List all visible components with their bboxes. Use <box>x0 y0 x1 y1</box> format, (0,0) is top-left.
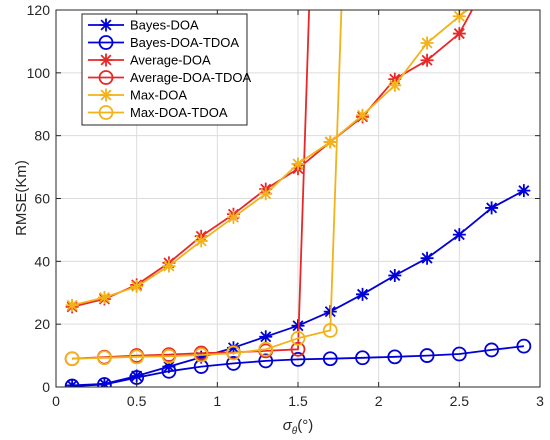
data-point <box>517 184 531 198</box>
y-tick-label: 20 <box>34 316 50 332</box>
data-point <box>161 363 177 379</box>
data-point <box>356 287 370 301</box>
data-point <box>226 356 241 371</box>
legend-label: Average-DOA <box>130 53 211 68</box>
data-point <box>194 234 208 248</box>
data-point <box>322 323 338 338</box>
legend-marker <box>98 35 114 50</box>
x-axis-label-sub: θ <box>292 426 298 437</box>
data-point <box>226 341 240 355</box>
series-layer <box>64 10 532 387</box>
x-tick-label: 1.5 <box>288 393 308 409</box>
series-line-max-doa-tdoa <box>72 10 343 360</box>
data-point <box>64 351 80 367</box>
x-tick-label: 3 <box>536 393 544 409</box>
y-tick-label: 80 <box>34 128 50 144</box>
data-point <box>420 251 434 265</box>
y-tick-label: 60 <box>34 191 50 207</box>
data-point <box>259 187 273 201</box>
data-point <box>451 346 467 362</box>
data-point <box>419 348 435 363</box>
data-point <box>193 347 209 363</box>
data-point <box>290 351 306 367</box>
data-point <box>452 10 466 23</box>
data-point <box>130 369 144 383</box>
legend-label: Average-DOA-TDOA <box>130 70 251 85</box>
series-max-doa-tdoa <box>64 10 343 367</box>
data-point <box>194 350 208 364</box>
legend-item: Average-DOA-TDOA <box>88 70 251 85</box>
data-point <box>388 268 402 282</box>
x-axis-label-unit: (°) <box>297 417 313 434</box>
data-point <box>258 353 274 369</box>
data-point <box>322 351 338 367</box>
x-tick-label: 0 <box>52 393 60 409</box>
data-point <box>64 378 80 387</box>
x-tick-label: 1 <box>213 393 221 409</box>
data-point <box>485 201 499 215</box>
data-point <box>323 135 337 149</box>
data-point <box>290 330 306 346</box>
data-point <box>355 350 370 366</box>
data-point <box>516 338 532 354</box>
series-line-bayes-doa-tdoa <box>72 345 525 387</box>
legend-item: Max-DOA <box>88 88 187 103</box>
x-axis-label: σθ(°) <box>283 417 313 437</box>
data-point <box>258 341 274 357</box>
y-tick-label: 120 <box>27 2 51 18</box>
data-point <box>97 350 112 366</box>
legend: Bayes-DOA Bayes-DOA-TDOA Average-DOA Averag… <box>81 13 251 126</box>
y-tick-label: 40 <box>34 253 50 269</box>
legend-label: Max-DOA <box>130 88 187 103</box>
data-point <box>291 157 305 171</box>
data-point <box>162 360 176 374</box>
legend-marker <box>99 88 113 102</box>
y-tick-label: 100 <box>27 65 51 81</box>
x-axis-label-main: σ <box>283 417 293 434</box>
legend-label: Max-DOA-TDOA <box>130 105 228 120</box>
legend-marker <box>99 18 113 32</box>
data-point <box>420 53 434 67</box>
x-tick-label: 0.5 <box>127 393 147 409</box>
data-point <box>452 27 466 41</box>
legend-item: Max-DOA-TDOA <box>88 105 228 120</box>
data-point <box>452 228 466 242</box>
data-point <box>484 342 500 358</box>
data-point <box>226 210 240 224</box>
legend-marker <box>98 105 114 120</box>
data-point <box>290 341 306 357</box>
legend-item: Average-DOA <box>88 53 211 68</box>
data-point <box>97 290 111 304</box>
x-tick-label: 2 <box>375 393 383 409</box>
series-bayes-doa-tdoa <box>64 338 532 387</box>
legend-label: Bayes-DOA <box>130 18 199 33</box>
data-point <box>129 349 145 365</box>
data-point <box>388 78 402 92</box>
data-point <box>65 298 79 312</box>
data-point <box>162 259 176 273</box>
y-axis-label: RMSE(Km) <box>13 160 30 236</box>
series-max-doa <box>65 10 469 312</box>
legend-label: Bayes-DOA-TDOA <box>130 35 239 50</box>
legend-item: Bayes-DOA <box>88 18 199 33</box>
data-point <box>259 330 273 344</box>
ticks <box>55 9 541 388</box>
x-tick-label: 2.5 <box>450 393 470 409</box>
data-point <box>130 279 144 293</box>
legend-marker <box>99 53 113 67</box>
legend-marker <box>98 70 114 85</box>
legend-item: Bayes-DOA-TDOA <box>88 35 239 50</box>
series-line-max-doa <box>71 10 469 307</box>
data-point <box>420 36 434 50</box>
data-point <box>356 108 370 122</box>
y-tick-label: 0 <box>42 379 50 395</box>
data-point <box>97 377 112 387</box>
data-point <box>226 345 241 361</box>
data-point <box>387 349 403 365</box>
tick-labels: 0 0.5 1 1.5 2 2.5 3 0 20 40 60 80 100 120 <box>27 2 544 409</box>
data-point <box>161 348 177 364</box>
